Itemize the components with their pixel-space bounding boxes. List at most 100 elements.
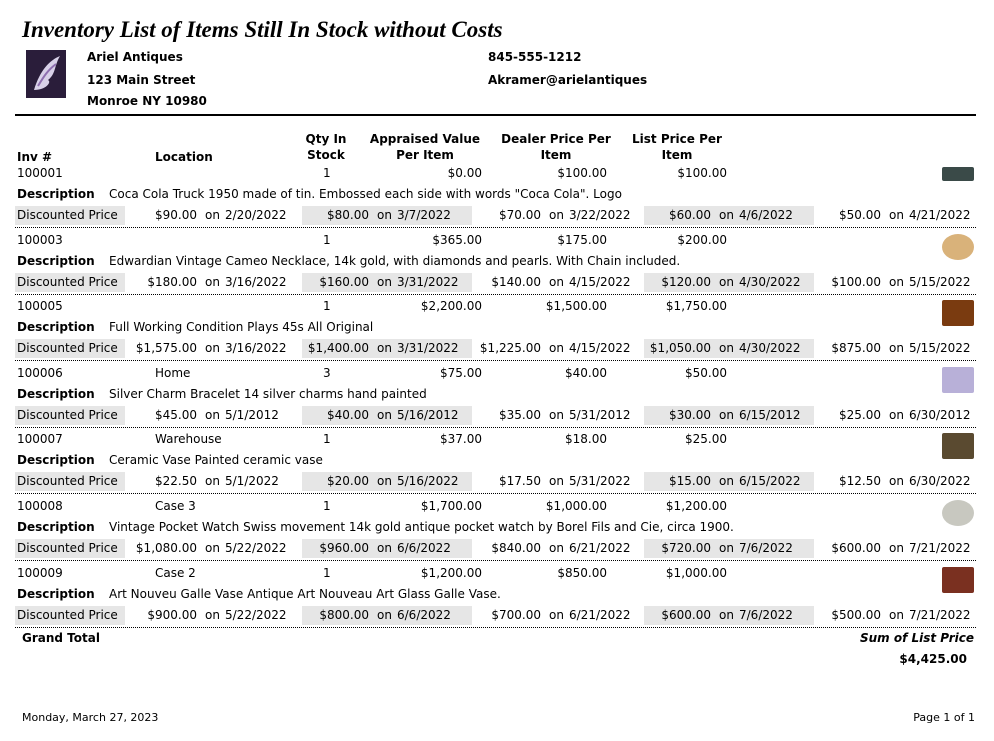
row-separator bbox=[15, 626, 976, 628]
on-label: on bbox=[377, 341, 392, 356]
on-label: on bbox=[889, 474, 904, 489]
on-label: on bbox=[205, 341, 220, 356]
description: Art Nouveu Galle Vase Antique Art Nouvea… bbox=[109, 586, 501, 601]
description-label: Description bbox=[17, 320, 95, 335]
discount-date: 3/7/2022 bbox=[397, 208, 451, 222]
discount-price: $180.00 bbox=[147, 274, 197, 289]
on-label: on bbox=[549, 541, 564, 555]
discount-price: $1,400.00 bbox=[307, 341, 369, 356]
on-label: on bbox=[719, 341, 734, 356]
discount-date: 5/15/2022 bbox=[909, 341, 971, 356]
item-thumbnail bbox=[942, 566, 974, 593]
discount-date: 5/31/2012 bbox=[569, 407, 631, 422]
list-price: $1,000.00 bbox=[665, 565, 727, 580]
print-date: Monday, March 27, 2023 bbox=[22, 711, 159, 724]
description: Vintage Pocket Watch Swiss movement 14k … bbox=[109, 520, 734, 534]
on-label: on bbox=[889, 208, 904, 222]
on-label: on bbox=[889, 274, 904, 289]
location: Warehouse bbox=[155, 432, 222, 447]
column-header: Dealer Price Per Item bbox=[501, 132, 611, 162]
on-label: on bbox=[549, 274, 564, 289]
report-title: Inventory List of Items Still In Stock w… bbox=[22, 17, 503, 42]
list-price: $200.00 bbox=[677, 232, 727, 247]
description-label: Description bbox=[17, 520, 95, 534]
item-thumbnail bbox=[942, 233, 974, 260]
discount-cell-bg bbox=[302, 405, 472, 425]
discount-label-bg bbox=[15, 472, 125, 492]
column-header: Appraised Value Per Item bbox=[369, 132, 481, 162]
column-header: Location bbox=[155, 150, 213, 164]
discount-label-bg bbox=[15, 206, 125, 225]
on-label: on bbox=[377, 208, 392, 222]
list-price: $1,200.00 bbox=[665, 499, 727, 513]
qty: 1 bbox=[323, 299, 331, 314]
discount-price: $17.50 bbox=[499, 474, 541, 489]
qty: 1 bbox=[323, 499, 331, 513]
discount-price: $840.00 bbox=[491, 541, 541, 555]
page-number: Page 1 of 1 bbox=[913, 711, 975, 724]
discount-date: 7/21/2022 bbox=[909, 541, 971, 555]
discount-price: $70.00 bbox=[499, 208, 541, 222]
discount-date: 4/30/2022 bbox=[739, 341, 801, 356]
column-header: Qty In Stock bbox=[305, 132, 347, 162]
description-label: Description bbox=[17, 453, 95, 468]
inv-number: 100009 bbox=[17, 565, 63, 580]
row-separator bbox=[15, 227, 976, 228]
inv-number: 100008 bbox=[17, 499, 63, 513]
discount-price: $700.00 bbox=[491, 607, 541, 622]
company-name: Ariel Antiques bbox=[87, 50, 183, 64]
discount-price: $140.00 bbox=[491, 274, 541, 289]
on-label: on bbox=[205, 274, 220, 289]
item-thumbnail bbox=[942, 433, 974, 460]
discount-cell-bg bbox=[644, 272, 814, 292]
discount-price: $600.00 bbox=[831, 541, 881, 555]
discount-price: $40.00 bbox=[327, 407, 369, 422]
row-separator bbox=[15, 293, 976, 295]
discount-price: $15.00 bbox=[669, 474, 711, 489]
discount-label-bg bbox=[15, 272, 125, 292]
dealer-price: $850.00 bbox=[557, 565, 607, 580]
list-price: $25.00 bbox=[685, 432, 727, 447]
discount-price: $22.50 bbox=[155, 474, 197, 489]
discount-date: 4/15/2022 bbox=[569, 274, 631, 289]
discount-price: $50.00 bbox=[839, 208, 881, 222]
discount-cell-bg bbox=[302, 605, 472, 625]
discount-date: 5/1/2012 bbox=[225, 407, 279, 422]
discount-date: 7/6/2022 bbox=[739, 541, 793, 555]
discount-date: 5/1/2022 bbox=[225, 474, 279, 489]
discount-date: 3/31/2022 bbox=[397, 341, 459, 356]
dealer-price: $1,000.00 bbox=[545, 499, 607, 513]
on-label: on bbox=[719, 208, 734, 222]
discount-date: 4/30/2022 bbox=[739, 274, 801, 289]
discount-date: 7/21/2022 bbox=[909, 607, 971, 622]
address-line: Monroe NY 10980 bbox=[87, 94, 207, 108]
location: Case 2 bbox=[155, 565, 196, 580]
row-separator bbox=[15, 360, 976, 362]
discount-cell-bg bbox=[302, 539, 472, 558]
item-thumbnail bbox=[942, 167, 974, 181]
inv-number: 100001 bbox=[17, 166, 63, 180]
discount-price: $80.00 bbox=[327, 208, 369, 222]
dealer-price: $40.00 bbox=[565, 365, 607, 380]
list-price: $100.00 bbox=[677, 166, 727, 180]
appraised-value: $0.00 bbox=[447, 166, 482, 180]
discount-date: 5/16/2022 bbox=[397, 474, 459, 489]
dealer-price: $1,500.00 bbox=[545, 299, 607, 314]
discount-label: Discounted Price bbox=[17, 341, 118, 356]
discount-cell-bg bbox=[644, 539, 814, 558]
discount-date: 6/21/2022 bbox=[569, 541, 631, 555]
item-thumbnail bbox=[942, 300, 974, 327]
qty: 1 bbox=[323, 232, 331, 247]
discount-label: Discounted Price bbox=[17, 274, 118, 289]
discount-price: $25.00 bbox=[839, 407, 881, 422]
qty: 1 bbox=[323, 166, 331, 180]
discount-price: $100.00 bbox=[831, 274, 881, 289]
discount-price: $600.00 bbox=[661, 607, 711, 622]
appraised-value: $365.00 bbox=[432, 232, 482, 247]
discount-date: 4/21/2022 bbox=[909, 208, 971, 222]
discount-price: $960.00 bbox=[319, 541, 369, 555]
discount-label: Discounted Price bbox=[17, 407, 118, 422]
row-separator bbox=[15, 493, 976, 495]
on-label: on bbox=[889, 407, 904, 422]
